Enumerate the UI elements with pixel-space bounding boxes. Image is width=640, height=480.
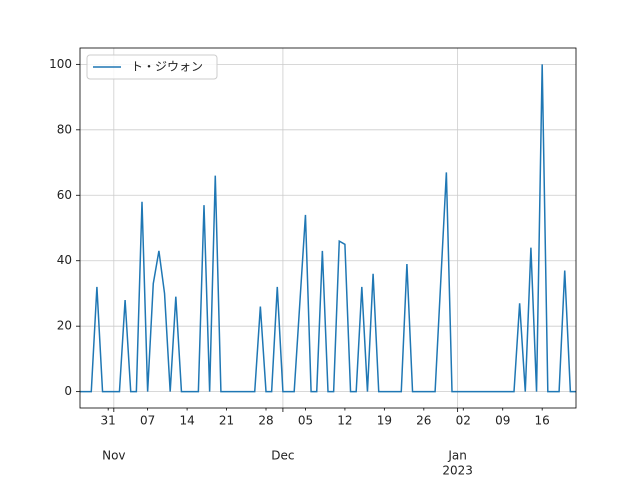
legend-label: ト・ジウォン: [131, 60, 203, 74]
plot-layer: [80, 64, 576, 393]
legend-box: [86, 54, 218, 80]
grid-layer: [80, 48, 576, 408]
y-tick-label: 60: [57, 188, 72, 202]
x-minor-tick-label: 09: [495, 414, 510, 428]
y-tick-label: 0: [64, 384, 72, 398]
x-year-label: 2023: [442, 464, 473, 478]
y-tick-label: 40: [57, 253, 72, 267]
x-minor-tick-label: 02: [456, 414, 471, 428]
y-tick-label: 20: [57, 319, 72, 333]
x-minor-tick-label: 31: [101, 414, 116, 428]
y-tick-label: 80: [57, 122, 72, 136]
x-minor-tick-label: 12: [337, 414, 352, 428]
x-minor-tick-label: 07: [140, 414, 155, 428]
series-line: [80, 64, 576, 393]
x-tick-label: Dec: [271, 449, 294, 463]
x-tick-label: Nov: [102, 449, 125, 463]
y-tick-label: 100: [49, 57, 72, 71]
x-minor-tick-label: 14: [179, 414, 194, 428]
x-minor-tick-label: 16: [535, 414, 550, 428]
x-tick-label: Jan: [447, 449, 467, 463]
x-minor-tick-label: 28: [258, 414, 273, 428]
x-minor-tick-label: 19: [377, 414, 392, 428]
x-minor-tick-label: 05: [298, 414, 313, 428]
x-minor-tick-label: 26: [416, 414, 431, 428]
plot-frame: [79, 47, 577, 409]
x-minor-tick-label: 21: [219, 414, 234, 428]
